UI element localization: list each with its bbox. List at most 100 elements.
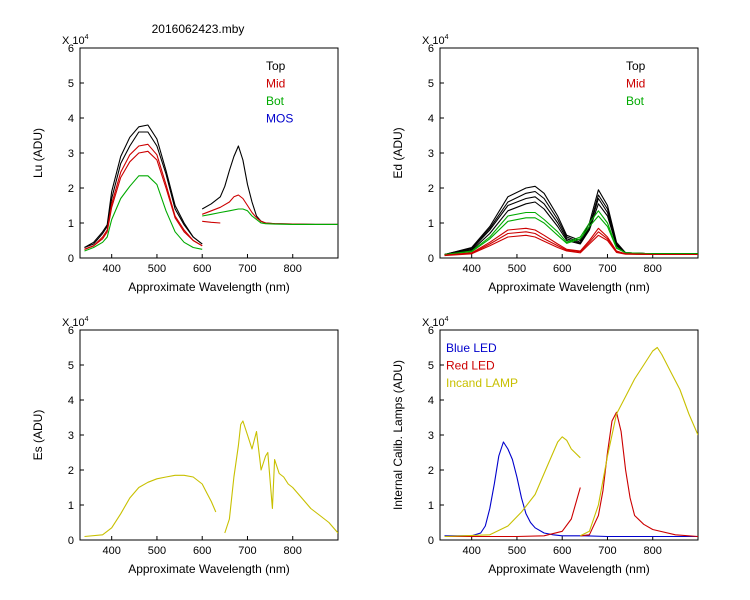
y-axis-label: Es (ADU) <box>31 410 45 461</box>
x-axis-label: Approximate Wavelength (nm) <box>488 280 650 294</box>
y-tick-label: 5 <box>68 360 74 372</box>
y-tick-label: 0 <box>428 253 434 265</box>
series-line-red-led <box>444 487 581 538</box>
legend-entry: Top <box>266 59 286 73</box>
x-tick-label: 800 <box>284 545 302 557</box>
series-line-red-led <box>580 411 698 538</box>
axis-multiplier: X 104 <box>62 34 89 47</box>
y-tick-label: 1 <box>68 500 74 512</box>
series-line-bot <box>84 175 203 252</box>
y-tick-label: 3 <box>68 430 74 442</box>
x-tick-label: 800 <box>644 545 662 557</box>
legend-entry: Mid <box>266 77 285 91</box>
y-axis-label: Ed (ADU) <box>391 127 405 178</box>
series-line-top <box>444 196 698 256</box>
legend-entry: Blue LED <box>446 341 497 355</box>
legend-entry: Mid <box>626 77 645 91</box>
x-tick-label: 700 <box>238 545 256 557</box>
y-tick-label: 0 <box>68 535 74 547</box>
series-line-es <box>84 474 217 538</box>
y-tick-label: 6 <box>428 325 434 337</box>
y-tick-label: 1 <box>428 218 434 230</box>
x-tick-label: 400 <box>103 263 121 275</box>
series-group <box>444 185 698 257</box>
series-line-es <box>224 420 338 534</box>
axis-multiplier: X 104 <box>422 34 449 47</box>
x-tick-label: 400 <box>103 545 121 557</box>
x-tick-label: 800 <box>644 263 662 275</box>
series-line-mid <box>202 220 221 224</box>
series-line-mid <box>444 231 698 256</box>
series-line-top <box>444 190 698 256</box>
y-tick-label: 1 <box>428 500 434 512</box>
y-axis-label: Lu (ADU) <box>31 128 45 178</box>
x-tick-label: 800 <box>284 263 302 275</box>
plot-frame <box>79 47 339 259</box>
x-tick-label: 600 <box>193 263 211 275</box>
y-tick-label: 4 <box>428 395 434 407</box>
series-line-top <box>201 145 338 225</box>
legend-entry: Bot <box>626 94 645 108</box>
x-tick-label: 500 <box>148 545 166 557</box>
chart-panel-1: 0 1 2 3 4 5 6 400 500 600 700 800 X 104 Approximate W… <box>31 34 339 294</box>
y-tick-label: 3 <box>428 148 434 160</box>
y-tick-label: 3 <box>428 430 434 442</box>
legend-entry: Top <box>626 59 646 73</box>
series-line-bot <box>202 208 338 225</box>
y-tick-label: 6 <box>68 325 74 337</box>
y-tick-label: 4 <box>68 113 74 125</box>
y-tick-label: 5 <box>428 360 434 372</box>
series-line-top <box>444 185 698 256</box>
legend-entry: Bot <box>266 94 285 108</box>
series-line-bot <box>444 215 698 256</box>
x-tick-label: 500 <box>508 545 526 557</box>
series-line-mid <box>84 143 203 250</box>
y-tick-label: 2 <box>68 465 74 477</box>
y-tick-label: 2 <box>428 183 434 195</box>
series-line-incand-lamp <box>444 436 581 538</box>
y-tick-label: 6 <box>428 43 434 55</box>
x-axis-label: Approximate Wavelength (nm) <box>488 562 650 576</box>
series-group <box>84 420 338 538</box>
series-line-incand-lamp <box>580 346 698 537</box>
y-tick-label: 2 <box>428 465 434 477</box>
series-group <box>444 346 698 538</box>
y-tick-label: 0 <box>68 253 74 265</box>
y-tick-label: 3 <box>68 148 74 160</box>
legend-entry: Red LED <box>446 359 495 373</box>
chart-panel-4: 0 1 2 3 4 5 6 400 500 600 700 800 X 104 Approximate W… <box>391 316 699 576</box>
x-tick-label: 600 <box>193 545 211 557</box>
series-line-mid <box>444 234 698 257</box>
series-line-mid <box>84 150 203 250</box>
y-tick-label: 4 <box>428 113 434 125</box>
plot-frame <box>439 47 699 259</box>
x-tick-label: 500 <box>148 263 166 275</box>
figure-title: 2016062423.mby <box>152 22 245 36</box>
series-line-mid <box>202 194 338 225</box>
y-tick-label: 2 <box>68 183 74 195</box>
y-tick-label: 1 <box>68 218 74 230</box>
y-tick-label: 6 <box>68 43 74 55</box>
y-tick-label: 5 <box>68 78 74 90</box>
x-tick-label: 600 <box>553 545 571 557</box>
series-line-top <box>84 131 203 249</box>
y-axis-label: Internal Calib. Lamps (ADU) <box>391 360 405 510</box>
x-tick-label: 400 <box>463 263 481 275</box>
plot-frame <box>79 329 339 541</box>
series-line-top <box>84 124 203 248</box>
series-line-top <box>444 201 698 256</box>
chart-panel-2: 0 1 2 3 4 5 6 400 500 600 700 800 X 104 Approximate W… <box>391 34 699 294</box>
chart-panel-3: 0 1 2 3 4 5 6 400 500 600 700 800 X 104 Approximate W… <box>31 316 339 576</box>
y-tick-label: 5 <box>428 78 434 90</box>
axis-multiplier: X 104 <box>62 316 89 329</box>
x-tick-label: 400 <box>463 545 481 557</box>
x-axis-label: Approximate Wavelength (nm) <box>128 280 290 294</box>
axis-multiplier: X 104 <box>422 316 449 329</box>
y-tick-label: 4 <box>68 395 74 407</box>
x-tick-label: 700 <box>598 263 616 275</box>
x-tick-label: 700 <box>598 545 616 557</box>
x-axis-label: Approximate Wavelength (nm) <box>128 562 290 576</box>
legend-entry: Incand LAMP <box>446 376 518 390</box>
series-group <box>84 124 338 252</box>
